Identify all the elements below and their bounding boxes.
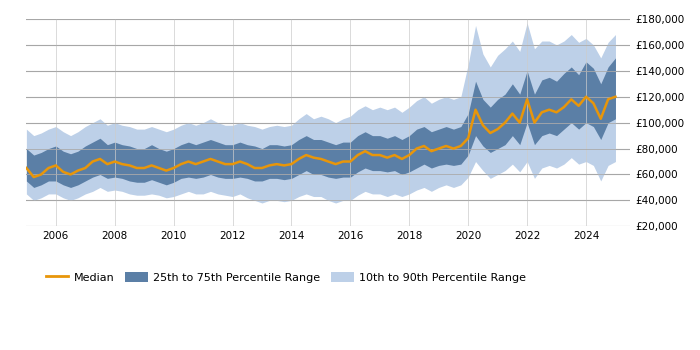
Legend: Median, 25th to 75th Percentile Range, 10th to 90th Percentile Range: Median, 25th to 75th Percentile Range, 1… [41,267,531,287]
